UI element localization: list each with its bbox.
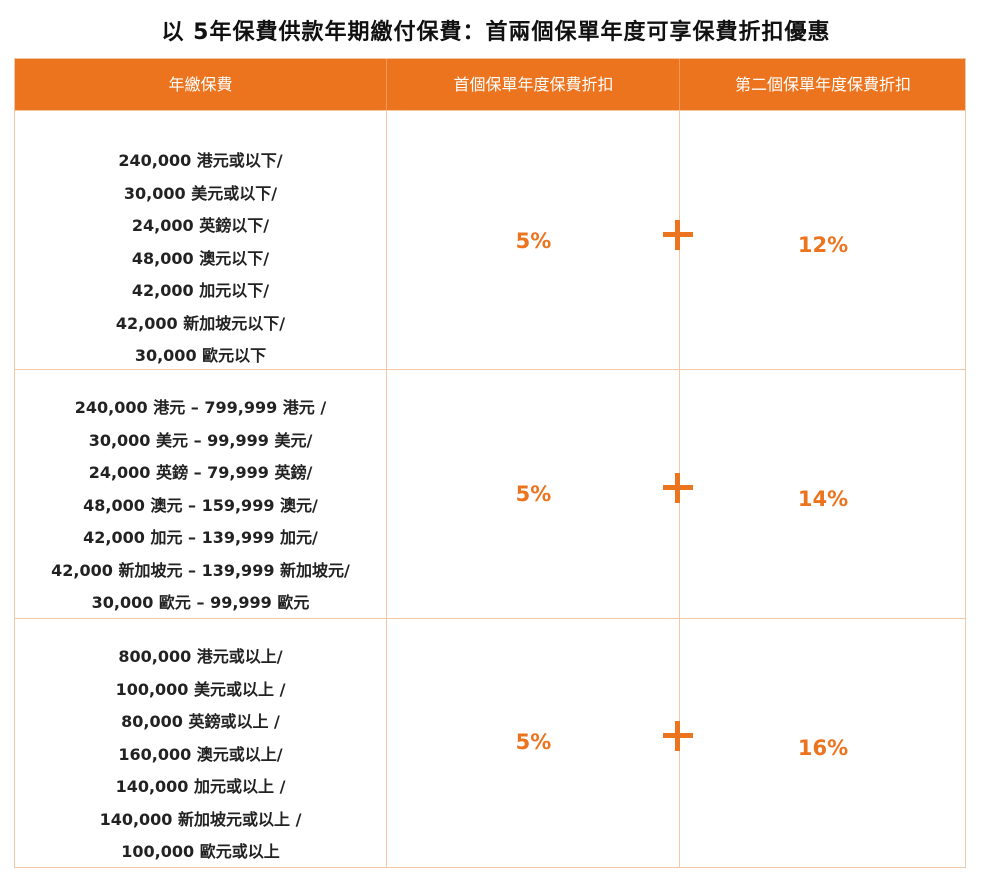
discount-table: 年繳保費 首個保單年度保費折扣 第二個保單年度保費折扣 240,000 港元或以… — [14, 58, 966, 868]
premium-line: 100,000 美元或以上 / — [115, 679, 286, 699]
premium-line: 30,000 美元 – 99,999 美元/ — [88, 430, 313, 450]
premium-list: 240,000 港元 – 799,999 港元 / 30,000 美元 – 99… — [15, 392, 386, 620]
premium-line: 800,000 港元或以上/ — [118, 647, 283, 666]
header-first-year-discount: 首個保單年度保費折扣 — [386, 59, 680, 110]
page-title: 以 5年保費供款年期繳付保費：首兩個保單年度可享保費折扣優惠 — [161, 20, 831, 45]
premium-line: 48,000 澳元 – 159,999 澳元/ — [83, 495, 318, 515]
plus-icon — [663, 220, 693, 250]
plus-icon — [663, 473, 693, 503]
premium-list: 240,000 港元或以下/ 30,000 美元或以下/ 24,000 英鎊以下… — [15, 145, 386, 373]
premium-line: 42,000 新加坡元 – 139,999 新加坡元/ — [51, 560, 350, 580]
premium-line: 48,000 澳元以下/ — [131, 248, 270, 268]
second-year-cell: 14% — [679, 370, 966, 619]
premium-line: 42,000 新加坡元以下/ — [115, 313, 286, 333]
premium-line: 30,000 歐元以下 — [134, 346, 267, 365]
premium-line: 24,000 英鎊以下/ — [131, 216, 270, 235]
table-row: 240,000 港元或以下/ 30,000 美元或以下/ 24,000 英鎊以下… — [15, 110, 965, 370]
header-second-year-discount: 第二個保單年度保費折扣 — [679, 59, 966, 110]
premium-list: 800,000 港元或以上/ 100,000 美元或以上 / 80,000 英鎊… — [15, 641, 386, 869]
premium-line: 100,000 歐元或以上 — [121, 842, 280, 861]
premium-line: 42,000 加元以下/ — [131, 281, 270, 300]
first-year-cell: 5% — [386, 370, 680, 619]
second-year-cell: 12% — [679, 111, 966, 370]
header-annual-premium: 年繳保費 — [168, 75, 233, 94]
premium-line: 140,000 新加坡元或以上 / — [99, 809, 302, 829]
premium-cell: 240,000 港元 – 799,999 港元 / 30,000 美元 – 99… — [15, 370, 386, 619]
premium-line: 30,000 歐元 – 99,999 歐元 — [91, 593, 310, 612]
table-row: 240,000 港元 – 799,999 港元 / 30,000 美元 – 99… — [15, 369, 965, 619]
premium-cell: 240,000 港元或以下/ 30,000 美元或以下/ 24,000 英鎊以下… — [15, 111, 386, 370]
premium-line: 140,000 加元或以上 / — [115, 777, 286, 796]
table-row: 800,000 港元或以上/ 100,000 美元或以上 / 80,000 英鎊… — [15, 618, 965, 868]
first-year-cell: 5% — [386, 619, 680, 868]
premium-line: 30,000 美元或以下/ — [123, 183, 278, 203]
second-year-discount: 16% — [797, 736, 849, 760]
premium-line: 160,000 澳元或以上/ — [118, 744, 283, 764]
plus-icon — [663, 721, 693, 751]
second-year-discount: 12% — [797, 233, 849, 257]
first-year-discount: 5% — [515, 229, 552, 253]
premium-line: 42,000 加元 – 139,999 加元/ — [83, 528, 318, 547]
first-year-cell: 5% — [386, 111, 680, 370]
premium-cell: 800,000 港元或以上/ 100,000 美元或以上 / 80,000 英鎊… — [15, 619, 386, 868]
table-header: 年繳保費 首個保單年度保費折扣 第二個保單年度保費折扣 — [15, 59, 965, 110]
premium-line: 240,000 港元或以下/ — [118, 151, 283, 170]
premium-line: 240,000 港元 – 799,999 港元 / — [74, 398, 327, 417]
first-year-discount: 5% — [515, 730, 552, 754]
second-year-discount: 14% — [797, 487, 849, 511]
second-year-cell: 16% — [679, 619, 966, 868]
premium-line: 80,000 英鎊或以上 / — [121, 712, 280, 731]
first-year-discount: 5% — [515, 482, 552, 506]
premium-line: 24,000 英鎊 – 79,999 英鎊/ — [88, 463, 313, 482]
